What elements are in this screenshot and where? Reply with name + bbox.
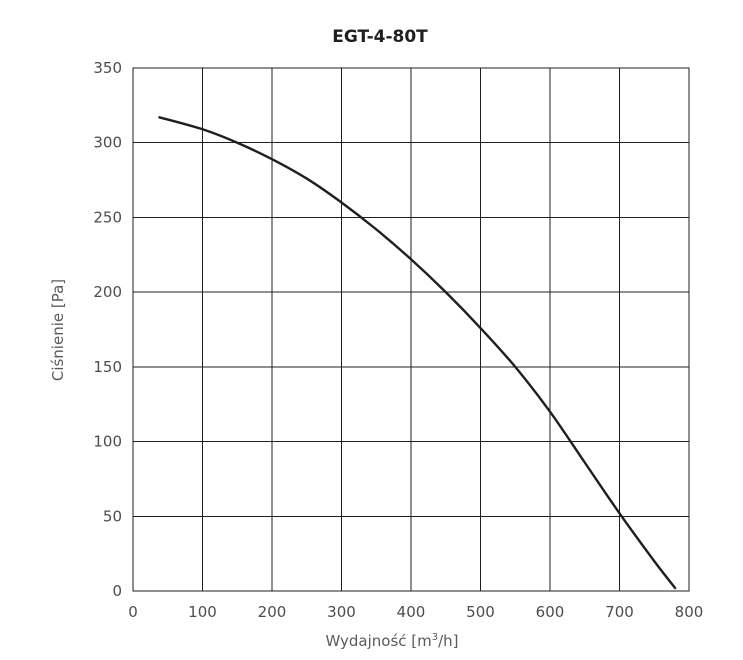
- x-axis-label-main: Wydajność [m: [325, 632, 431, 650]
- y-tick-label-6: 300: [93, 134, 122, 152]
- x-tick-label-6: 600: [536, 603, 565, 621]
- y-tick-label-1: 50: [103, 507, 122, 525]
- y-tick-label-5: 250: [93, 208, 122, 226]
- grid-layer: [132, 67, 690, 592]
- chart-title: EGT-4-80T: [332, 27, 428, 47]
- y-tick-label-0: 0: [112, 582, 122, 600]
- curve-layer: [158, 116, 677, 590]
- y-tick-label-3: 150: [93, 358, 122, 376]
- x-axis-label: Wydajność [m3/h]: [325, 632, 458, 650]
- x-tick-label-3: 300: [327, 603, 356, 621]
- y-axis-ticks: 0 50 100 150 200 250 300 350: [93, 59, 122, 600]
- x-tick-label-8: 800: [675, 603, 704, 621]
- x-axis-label-sup: 3: [432, 632, 438, 643]
- y-axis-label: Ciśnienie [Pa]: [49, 279, 67, 381]
- x-tick-label-4: 400: [397, 603, 426, 621]
- x-tick-label-0: 0: [128, 603, 138, 621]
- x-tick-label-2: 200: [258, 603, 287, 621]
- x-tick-label-5: 500: [466, 603, 495, 621]
- y-tick-label-7: 350: [93, 59, 122, 77]
- x-axis-ticks: 0 100 200 300 400 500 600 700 800: [128, 603, 703, 621]
- series-line-0: [158, 116, 677, 590]
- x-tick-label-7: 700: [605, 603, 634, 621]
- y-tick-label-2: 100: [93, 433, 122, 451]
- x-tick-label-1: 100: [188, 603, 217, 621]
- y-tick-label-4: 200: [93, 283, 122, 301]
- x-axis-label-tail: /h]: [438, 632, 458, 650]
